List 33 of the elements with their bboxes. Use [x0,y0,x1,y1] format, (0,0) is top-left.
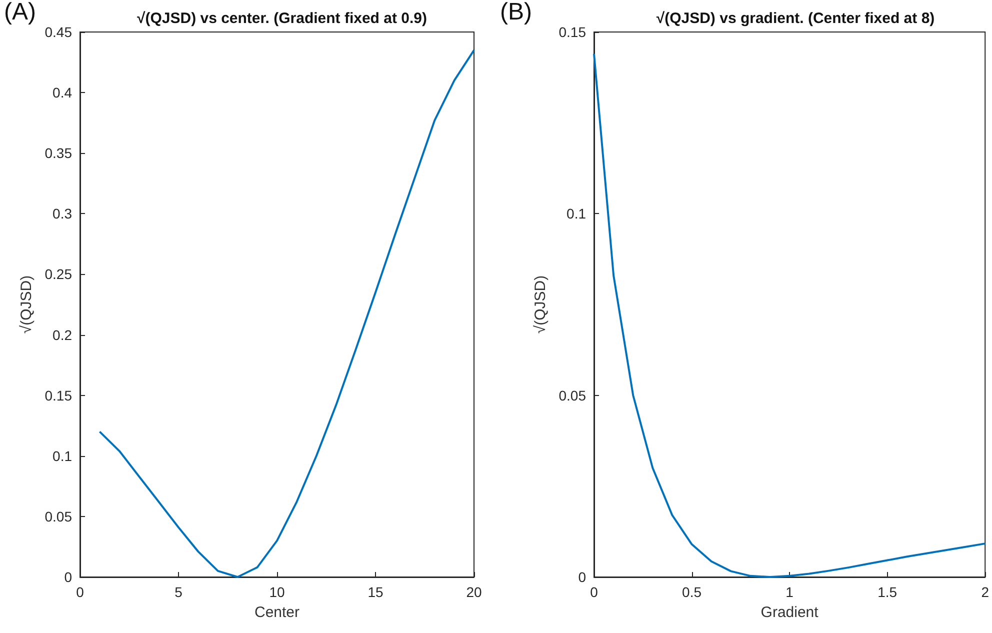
y-tick-label: 0.1 [52,448,72,464]
y-tick-label: 0.25 [44,266,72,282]
y-axis-title: √(QJSD) [532,275,549,334]
text: (B) [500,0,532,26]
y-axis-title: √(QJSD) [18,275,35,334]
x-tick-label: 5 [174,584,183,600]
y-tick-label: 0.4 [52,84,72,101]
y-tick-label: 0.15 [558,24,586,40]
y-tick-label: 0 [64,569,72,585]
y-tick-label: 0.05 [558,387,586,404]
x-tick-label: 0.5 [682,584,702,600]
x-axis-title: Gradient [760,604,820,621]
y-tick-label: 0.05 [44,508,72,524]
y-tick-label: 0 [578,569,586,585]
x-tick-label: 0 [590,584,598,600]
x-tick-label: 0 [76,584,84,600]
line-series [98,49,475,578]
x-tick-label: 20 [466,584,482,600]
x-tick-label: 2 [981,584,990,600]
x-tick-label: 1 [786,584,794,600]
y-tick-label: 0.2 [52,326,72,343]
x-tick-label: 1.5 [878,584,898,600]
x-tick-label: 10 [269,584,285,600]
y-tick-label: 0.1 [566,206,586,222]
chart-title: √(QJSD) vs gradient. (Center fixed at 8) [656,10,935,27]
y-tick-label: 0.35 [44,145,72,162]
y-tick-label: 0.3 [52,206,72,222]
text: (A) [4,0,36,26]
x-tick-label: 15 [368,584,384,600]
chart-title: √(QJSD) vs center. (Gradient fixed at 0.9) [137,10,427,27]
x-axis-title: Center [254,604,300,621]
y-tick-label: 0.45 [44,24,72,40]
y-tick-label: 0.15 [44,387,72,404]
